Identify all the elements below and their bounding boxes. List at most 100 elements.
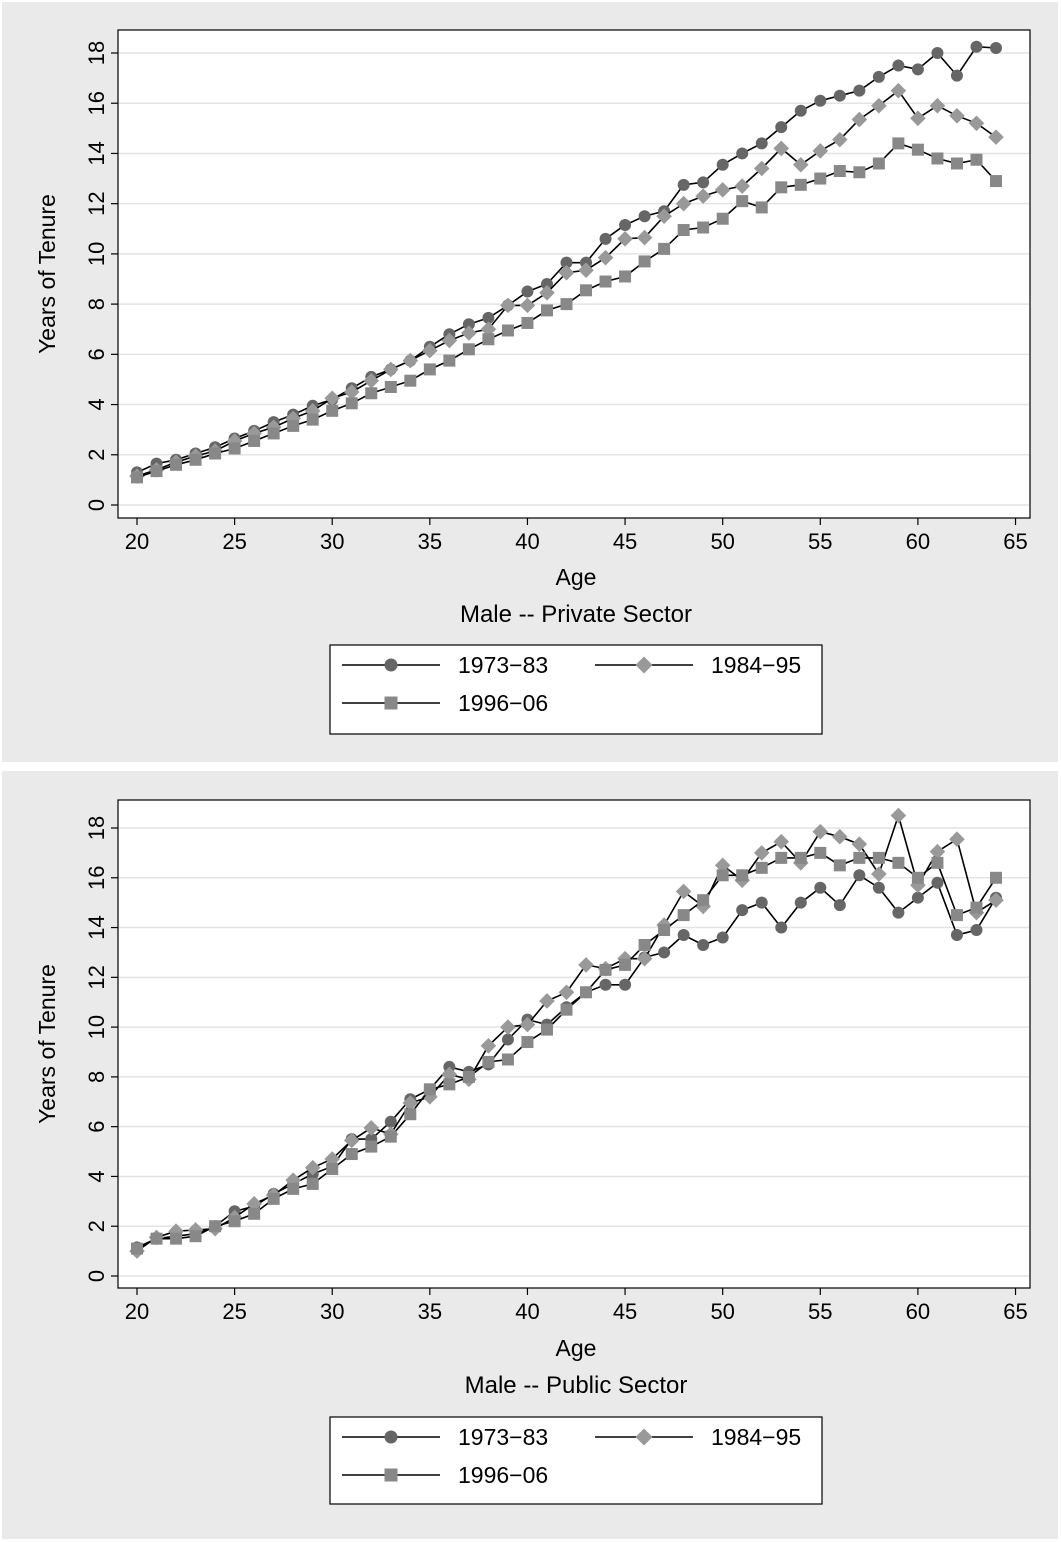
data-point — [363, 1120, 380, 1136]
data-point — [501, 324, 514, 337]
x-tick-label: 20 — [125, 529, 149, 554]
data-point — [970, 153, 983, 166]
x-tick-label: 25 — [222, 529, 246, 554]
data-point — [638, 938, 651, 951]
data-point — [599, 978, 612, 991]
data-point — [521, 285, 534, 298]
x-tick-label: 20 — [125, 1299, 149, 1324]
data-point — [209, 1220, 222, 1233]
data-point — [832, 131, 848, 148]
data-point — [578, 957, 594, 973]
data-point — [871, 97, 887, 114]
x-tick-label: 35 — [418, 529, 442, 554]
data-point — [636, 229, 653, 246]
data-point — [677, 178, 690, 191]
data-point — [853, 166, 866, 179]
data-point — [404, 374, 417, 387]
data-point — [990, 41, 1002, 54]
series-layer — [129, 40, 1004, 484]
data-point — [833, 859, 846, 872]
data-point — [306, 1177, 319, 1190]
legend: 1973−83 1984−95 1996−06 — [329, 644, 823, 735]
data-point — [521, 1036, 534, 1049]
data-point — [482, 311, 495, 324]
data-point — [226, 433, 243, 449]
data-point — [950, 929, 963, 942]
data-point — [617, 231, 633, 247]
data-point — [675, 195, 692, 212]
data-point — [580, 284, 593, 297]
x-axis-title: Age — [556, 564, 597, 590]
data-point — [871, 866, 887, 882]
data-point — [775, 121, 788, 134]
data-point — [658, 924, 671, 937]
data-point — [911, 891, 924, 904]
data-point — [970, 40, 983, 53]
x-tick-label: 45 — [613, 529, 637, 554]
data-point — [949, 831, 965, 847]
data-point — [619, 219, 632, 232]
data-point — [461, 325, 477, 341]
grid-lines — [119, 827, 1029, 1277]
data-point — [619, 270, 632, 283]
plot-area — [117, 799, 1031, 1289]
data-point — [558, 984, 575, 1001]
data-point — [246, 425, 262, 442]
data-point — [990, 871, 1002, 884]
data-point — [287, 1182, 300, 1195]
data-point — [580, 986, 593, 999]
legend-label: 1996−06 — [458, 690, 548, 716]
data-point — [422, 342, 438, 359]
data-point — [170, 1232, 183, 1245]
data-point — [677, 929, 690, 942]
series-layer — [129, 807, 1004, 1259]
data-point — [324, 1151, 341, 1167]
data-point — [773, 833, 790, 850]
data-point — [812, 823, 829, 840]
data-point — [736, 904, 749, 917]
data-point — [539, 285, 555, 301]
data-point — [911, 63, 924, 76]
data-point — [716, 931, 729, 944]
data-point — [402, 352, 419, 369]
data-point — [910, 110, 926, 127]
data-point — [306, 413, 319, 426]
data-point — [597, 249, 614, 266]
series-square — [131, 846, 1002, 1255]
data-point — [209, 447, 222, 460]
data-point — [833, 899, 846, 912]
legend-label: 1973−83 — [458, 652, 548, 678]
y-tick-label: 2 — [84, 1220, 109, 1232]
data-point — [853, 869, 866, 882]
data-point — [890, 82, 907, 99]
y-tick-label: 6 — [84, 348, 109, 360]
y-axis: 0 2 4 6 8 10 12 14 16 18 — [84, 816, 118, 1282]
data-point — [753, 160, 770, 177]
legend-label: 1996−06 — [458, 1462, 548, 1488]
data-point — [792, 156, 809, 173]
data-point — [599, 963, 612, 976]
y-tick-label: 0 — [84, 499, 109, 511]
data-point — [872, 70, 885, 83]
data-point — [677, 909, 690, 922]
data-point — [931, 876, 944, 889]
legend-marker — [635, 1428, 653, 1446]
data-point — [970, 924, 983, 937]
data-point — [872, 157, 885, 170]
data-point — [970, 901, 983, 914]
y-tick-label: 6 — [84, 1121, 109, 1133]
data-point — [929, 843, 946, 860]
data-point — [423, 1083, 436, 1096]
x-tick-label: 55 — [808, 529, 832, 554]
data-point — [539, 993, 555, 1009]
x-tick-label: 60 — [906, 1299, 930, 1324]
data-point — [501, 1033, 514, 1046]
data-point — [304, 1159, 321, 1176]
data-point — [736, 869, 749, 882]
data-point — [267, 1192, 280, 1205]
y-tick-label: 16 — [84, 91, 109, 115]
data-point — [892, 59, 905, 72]
data-point — [892, 137, 905, 150]
legend-marker — [635, 656, 653, 674]
data-point — [480, 321, 497, 338]
